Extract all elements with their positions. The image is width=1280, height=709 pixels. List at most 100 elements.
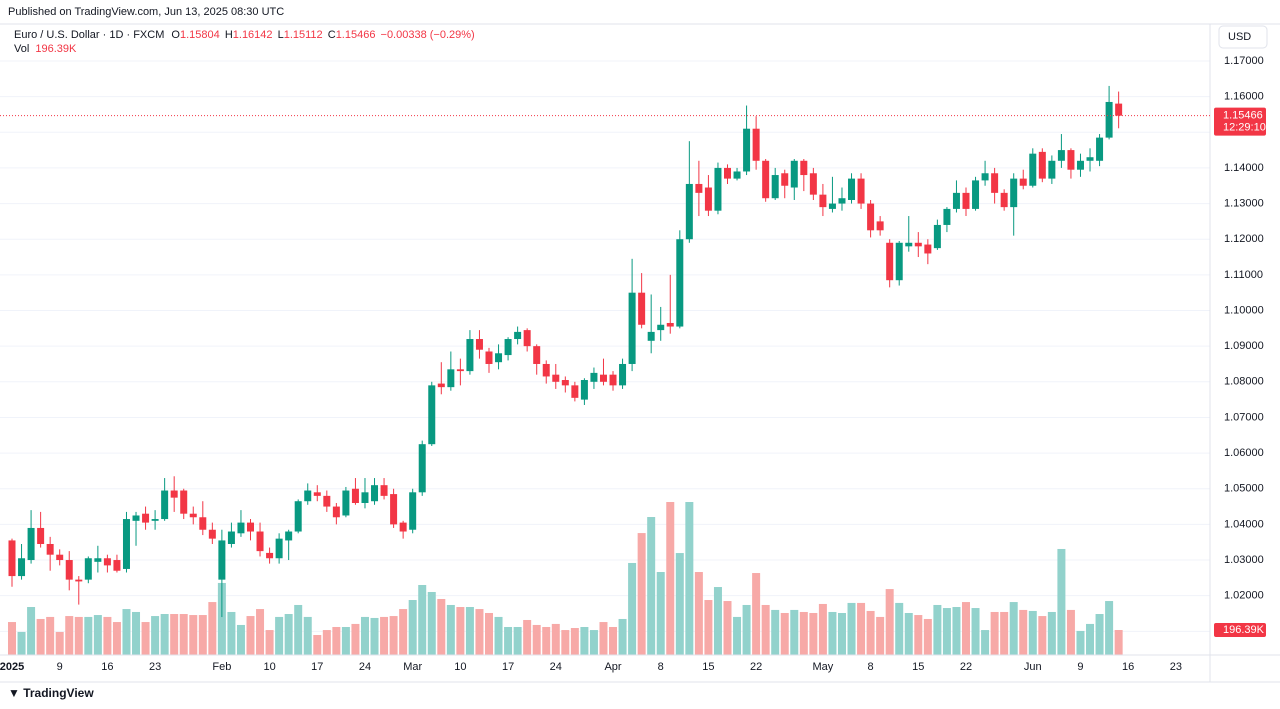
candle-body <box>972 180 980 209</box>
y-tick-label: 1.12000 <box>1224 233 1264 245</box>
candle-body <box>609 374 617 386</box>
candle-body <box>991 173 999 193</box>
candle-body <box>905 242 913 247</box>
candle-body <box>18 558 26 577</box>
candle-body <box>914 242 922 247</box>
y-tick-label: 1.07000 <box>1224 411 1264 423</box>
candle-body <box>876 221 884 231</box>
y-tick-label: 1.04000 <box>1224 518 1264 530</box>
candle-body <box>237 522 245 534</box>
candle-body <box>371 485 379 502</box>
volume-bar <box>523 619 532 655</box>
y-tick-label: 1.13000 <box>1224 197 1264 209</box>
candle-body <box>666 322 674 327</box>
volume-bar <box>847 602 856 655</box>
candle-body <box>390 494 398 525</box>
candle-body <box>771 175 779 199</box>
volume-bar <box>799 611 808 655</box>
volume-bar <box>303 616 312 655</box>
y-tick-label: 1.06000 <box>1224 447 1264 459</box>
price-pane <box>8 85 1123 618</box>
candle-body <box>561 380 569 386</box>
volume-bar <box>1057 548 1066 655</box>
volume-bar <box>742 604 751 655</box>
x-tick-label: Jun <box>1024 661 1042 673</box>
volume-bar <box>351 623 360 655</box>
volume-bar <box>55 631 64 655</box>
currency-button[interactable] <box>1218 25 1268 49</box>
candle-body <box>161 490 169 520</box>
candle-body <box>704 187 712 211</box>
y-tick-label: 1.10000 <box>1224 304 1264 316</box>
volume-bar <box>332 626 341 655</box>
volume-bar <box>36 618 45 655</box>
candle-body <box>294 501 302 532</box>
volume-bar <box>227 611 236 655</box>
candle-body <box>1086 157 1094 161</box>
volume-bar <box>1047 611 1056 655</box>
volume-bar <box>17 631 26 655</box>
volume-bar <box>322 630 331 655</box>
volume-bar <box>246 616 255 655</box>
volume-bar <box>27 607 36 655</box>
candle-body <box>523 330 531 347</box>
y-tick-label: 1.05000 <box>1224 483 1264 495</box>
candle-body <box>132 515 140 521</box>
volume-bar <box>895 602 904 655</box>
candle-body <box>1067 150 1075 170</box>
candle-body <box>247 522 254 532</box>
candle-body <box>409 492 417 530</box>
candle-body <box>838 198 846 204</box>
volume-bar <box>179 614 188 655</box>
candle-body <box>151 519 159 521</box>
currency[interactable]: USD <box>1228 31 1251 43</box>
volume-bar <box>1028 610 1037 655</box>
candle-body <box>142 513 150 523</box>
x-tick-label: 8 <box>868 661 874 673</box>
candle-body <box>790 160 798 188</box>
volume-bar <box>189 615 198 655</box>
candle-body <box>533 346 541 364</box>
volume-bar <box>399 609 408 655</box>
volume-bar <box>618 618 627 655</box>
volume-bar <box>637 533 646 655</box>
volume-bar <box>866 610 875 655</box>
volume-bar <box>551 623 560 655</box>
volume-bar <box>313 635 322 655</box>
volume-pane <box>8 502 1123 655</box>
candle-body <box>724 167 731 179</box>
x-tick-label: 17 <box>502 661 514 673</box>
volume-bar <box>132 611 141 655</box>
candle-body <box>199 517 207 530</box>
x-tick-label: 23 <box>149 661 161 673</box>
candle-body <box>676 239 684 327</box>
x-tick-label: 16 <box>1122 661 1134 673</box>
candle-body <box>514 331 522 340</box>
volume-bar <box>408 600 417 655</box>
volume-bar <box>284 614 293 655</box>
volume-bar <box>1105 601 1114 655</box>
candle-body <box>1000 192 1008 208</box>
candle-body <box>170 490 178 498</box>
volume-legend: Vol 196.39K <box>14 43 77 55</box>
volume-bar <box>8 622 16 655</box>
candle-body <box>695 183 703 193</box>
candle-body <box>75 579 83 582</box>
volume-tag-label: 196.39K <box>1223 624 1265 636</box>
volume-bar <box>265 630 274 655</box>
candle-body <box>56 554 64 561</box>
legend-row: Euro / U.S. Dollar · 1D · FXCM O1.15804 … <box>14 29 475 41</box>
candle-body <box>94 558 102 562</box>
candle-body <box>981 173 989 181</box>
volume-bar <box>65 616 74 655</box>
volume-bar <box>1019 609 1028 655</box>
candle-body <box>351 488 359 503</box>
volume-bar <box>761 604 770 655</box>
candle-body <box>380 485 388 496</box>
volume-bar <box>713 587 722 655</box>
candle-body <box>619 363 627 386</box>
candle-body <box>599 374 607 382</box>
candle-body <box>685 183 693 240</box>
x-tick-label: 22 <box>750 661 762 673</box>
